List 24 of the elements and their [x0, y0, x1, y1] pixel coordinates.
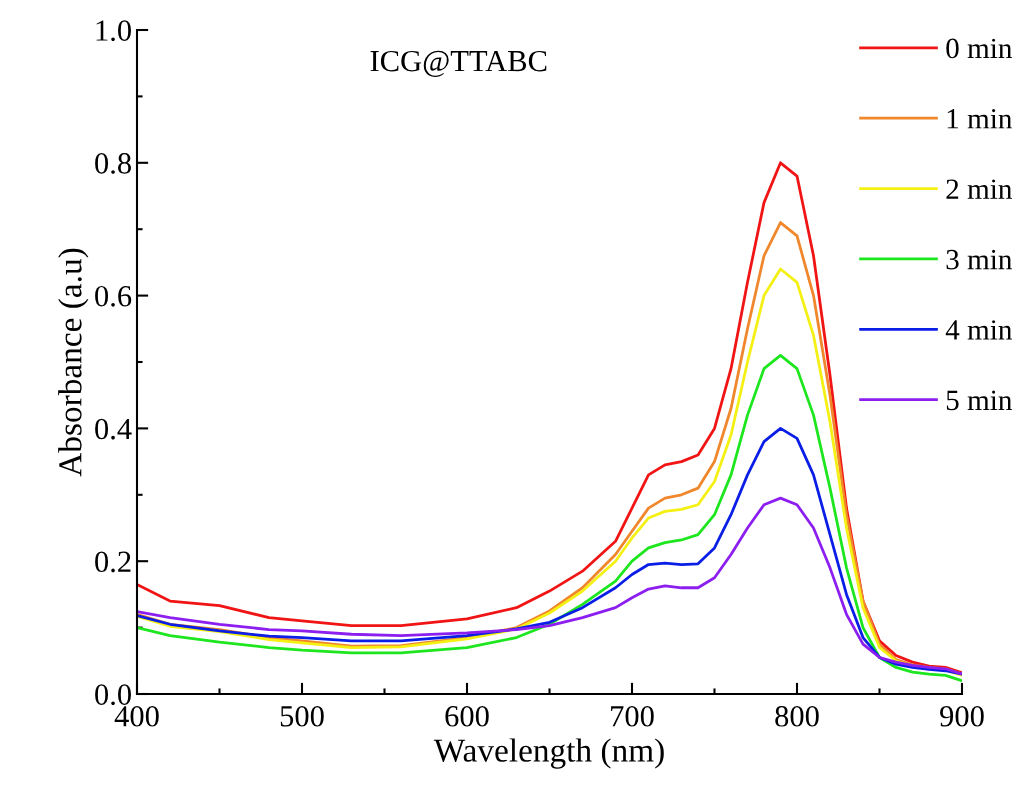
y-tick-label: 1.0	[96, 20, 131, 42]
x-tick-label: 500	[280, 705, 324, 727]
legend-label: 3 min	[946, 249, 1012, 270]
y-tick-label: 0.4	[95, 418, 132, 440]
legend-label: 4 min	[945, 320, 1012, 340]
x-tick-label: 400	[114, 705, 159, 727]
line-series	[137, 427, 962, 676]
x-tick-label: 800	[775, 705, 819, 727]
y-tick-label: 0.0	[95, 684, 131, 706]
y-tick-label: 0.2	[95, 551, 131, 573]
x-tick-label: 700	[611, 705, 654, 727]
line-series	[137, 496, 962, 676]
line-series	[137, 353, 962, 683]
y-axis-title: Absorbance (a.u)	[58, 248, 89, 477]
legend-label: 2 min	[946, 179, 1012, 199]
x-tick-label: 900	[940, 705, 984, 727]
x-axis-title: Wavelength (nm)	[433, 738, 664, 769]
legend-label: 5 min	[946, 390, 1012, 411]
text: ICG@TTABC	[370, 50, 547, 77]
y-tick-label: 0.8	[95, 153, 131, 174]
legend-label: 0 min	[946, 38, 1012, 59]
y-tick-label: 0.6	[95, 285, 132, 307]
x-tick-label: 600	[445, 705, 489, 727]
legend-label: 1 min	[947, 109, 1012, 129]
